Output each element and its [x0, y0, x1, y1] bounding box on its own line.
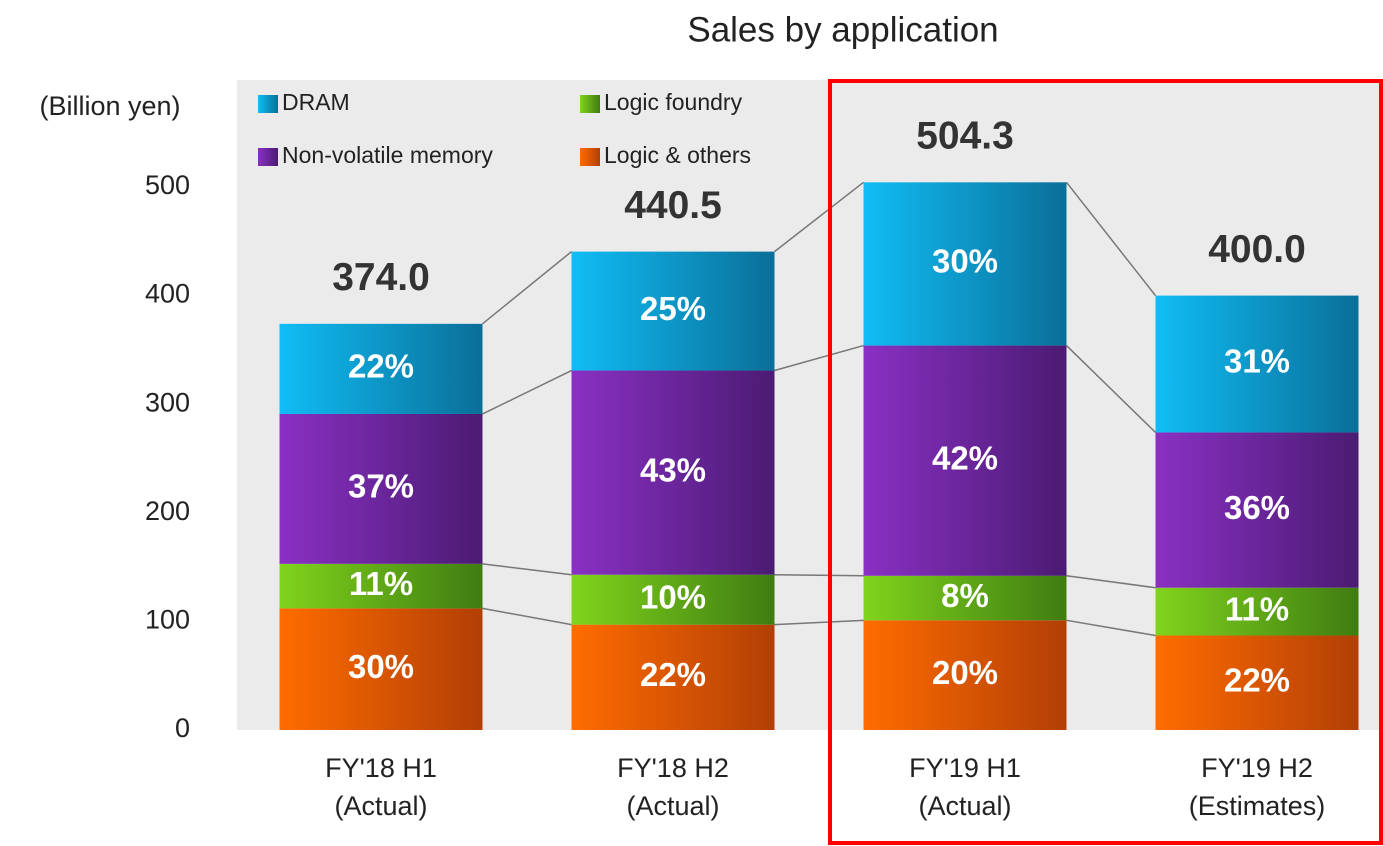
connector-line [1066, 575, 1156, 589]
bar-segment [863, 182, 1067, 346]
legend-swatch [580, 148, 600, 166]
segment-label: 42% [932, 439, 998, 476]
connector-line [1065, 181, 1157, 297]
segment-label: 10% [640, 578, 706, 615]
connector-line [482, 369, 572, 415]
bar-segment [1155, 432, 1359, 588]
y-tick-label: 200 [145, 496, 190, 526]
segment-label: 43% [640, 451, 706, 488]
connector-line [482, 251, 572, 325]
legend-swatch [258, 95, 278, 113]
segment-label: 22% [640, 656, 706, 693]
x-tick-label: (Actual) [626, 791, 719, 821]
bar-segment [571, 624, 775, 730]
chart-title: Sales by application [687, 10, 998, 49]
segment-label: 30% [932, 243, 998, 280]
connector-line [1065, 345, 1157, 433]
y-tick-label: 0 [175, 713, 190, 743]
legend-label: Non-volatile memory [282, 142, 493, 168]
connector-line [482, 607, 572, 626]
legend-swatch [580, 95, 600, 113]
bar-segment [571, 574, 775, 625]
total-label: 504.3 [916, 115, 1014, 158]
total-label: 400.0 [1208, 228, 1306, 271]
bar-segment [1155, 295, 1359, 433]
highlight-box [828, 79, 1383, 845]
legend-label: Logic foundry [604, 89, 743, 115]
x-tick-label: (Actual) [918, 791, 1011, 821]
bar-segment [863, 620, 1067, 730]
bar-segment [279, 413, 483, 564]
x-tick-label: FY'19 H1 [909, 753, 1021, 783]
segment-label: 37% [348, 468, 414, 505]
segment-label: 30% [348, 648, 414, 685]
legend-label: DRAM [282, 89, 350, 115]
connector-line [1066, 619, 1156, 637]
bar-segment [279, 563, 483, 609]
total-label: 440.5 [624, 184, 722, 227]
segment-label: 25% [640, 290, 706, 327]
connector-line [774, 619, 864, 626]
connector-line [774, 181, 864, 253]
bar-segment [279, 323, 483, 414]
segment-label: 31% [1224, 343, 1290, 380]
y-axis-label: (Billion yen) [39, 91, 180, 121]
segment-label: 36% [1224, 489, 1290, 526]
bar-segment [571, 251, 775, 371]
bar-segment [863, 575, 1067, 621]
x-tick-label: (Estimates) [1189, 791, 1326, 821]
x-tick-label: FY'18 H2 [617, 753, 729, 783]
legend-swatch [258, 148, 278, 166]
x-tick-label: FY'18 H1 [325, 753, 437, 783]
segment-label: 11% [1225, 590, 1289, 627]
y-tick-label: 400 [145, 279, 190, 309]
y-tick-label: 100 [145, 605, 190, 635]
x-tick-label: FY'19 H2 [1201, 753, 1313, 783]
y-tick-label: 500 [145, 170, 190, 200]
legend-label: Logic & others [604, 142, 751, 168]
bar-segment [863, 345, 1067, 576]
segment-label: 22% [348, 348, 414, 385]
bar-segment [571, 370, 775, 575]
bar-segment [1155, 587, 1359, 636]
total-label: 374.0 [332, 256, 430, 299]
segment-label: 8% [941, 577, 989, 614]
segment-label: 20% [932, 654, 998, 691]
bar-segment [279, 608, 483, 730]
connector-line [774, 344, 864, 372]
bar-segment [1155, 635, 1359, 730]
y-tick-label: 300 [145, 387, 190, 417]
connector-line [774, 573, 864, 577]
segment-label: 11% [349, 565, 413, 602]
x-tick-label: (Actual) [334, 791, 427, 821]
connector-line [482, 563, 572, 576]
segment-label: 22% [1224, 661, 1290, 698]
